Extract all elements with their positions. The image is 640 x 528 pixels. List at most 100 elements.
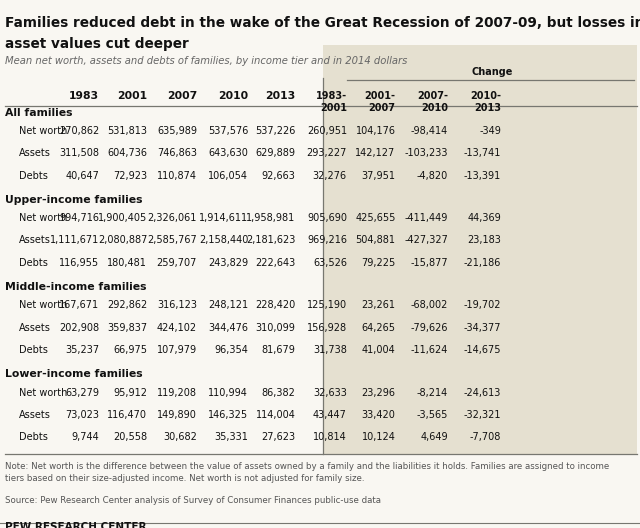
Text: 270,862: 270,862 — [59, 126, 99, 136]
Text: 994,716: 994,716 — [60, 213, 99, 223]
Text: 2,158,440: 2,158,440 — [199, 235, 248, 246]
Text: 44,369: 44,369 — [467, 213, 501, 223]
Text: 95,912: 95,912 — [113, 388, 147, 398]
Text: 504,881: 504,881 — [356, 235, 396, 246]
Text: 31,738: 31,738 — [313, 345, 347, 355]
Text: 92,663: 92,663 — [262, 171, 296, 181]
Text: 86,382: 86,382 — [262, 388, 296, 398]
Text: 35,237: 35,237 — [65, 345, 99, 355]
Text: -103,233: -103,233 — [404, 148, 448, 158]
Text: Mean net worth, assets and debts of families, by income tier and in 2014 dollars: Mean net worth, assets and debts of fami… — [5, 56, 408, 67]
Text: -34,377: -34,377 — [463, 323, 501, 333]
Text: Debts: Debts — [19, 432, 48, 442]
Text: 2001-
2007: 2001- 2007 — [365, 91, 396, 113]
Text: -349: -349 — [479, 126, 501, 136]
Text: -79,626: -79,626 — [410, 323, 448, 333]
Text: 2,181,623: 2,181,623 — [246, 235, 296, 246]
Text: -24,613: -24,613 — [464, 388, 501, 398]
Text: 23,261: 23,261 — [362, 300, 396, 310]
Text: 2,585,767: 2,585,767 — [147, 235, 197, 246]
Text: 114,004: 114,004 — [256, 410, 296, 420]
Text: Assets: Assets — [19, 323, 51, 333]
Text: 180,481: 180,481 — [108, 258, 147, 268]
Text: 116,955: 116,955 — [59, 258, 99, 268]
Text: 110,994: 110,994 — [209, 388, 248, 398]
Text: 35,331: 35,331 — [214, 432, 248, 442]
Text: 156,928: 156,928 — [307, 323, 347, 333]
Text: 23,296: 23,296 — [362, 388, 396, 398]
Text: 79,225: 79,225 — [361, 258, 396, 268]
Text: PEW RESEARCH CENTER: PEW RESEARCH CENTER — [5, 522, 147, 528]
Text: -3,565: -3,565 — [417, 410, 448, 420]
Text: 1983: 1983 — [69, 91, 99, 101]
Text: 40,647: 40,647 — [65, 171, 99, 181]
Text: -13,391: -13,391 — [464, 171, 501, 181]
Text: 20,558: 20,558 — [113, 432, 147, 442]
Text: Lower-income families: Lower-income families — [5, 369, 143, 379]
Text: 228,420: 228,420 — [255, 300, 296, 310]
Text: Assets: Assets — [19, 410, 51, 420]
Text: 10,814: 10,814 — [313, 432, 347, 442]
Text: 116,470: 116,470 — [108, 410, 147, 420]
Text: 66,975: 66,975 — [113, 345, 147, 355]
Text: Middle-income families: Middle-income families — [5, 282, 147, 292]
Text: 167,671: 167,671 — [59, 300, 99, 310]
Text: Net worth: Net worth — [19, 126, 68, 136]
Text: 2001: 2001 — [117, 91, 147, 101]
Text: 106,054: 106,054 — [209, 171, 248, 181]
Text: Debts: Debts — [19, 345, 48, 355]
Text: 260,951: 260,951 — [307, 126, 347, 136]
Text: Debts: Debts — [19, 258, 48, 268]
Text: 149,890: 149,890 — [157, 410, 197, 420]
Text: 316,123: 316,123 — [157, 300, 197, 310]
Text: 1,111,671: 1,111,671 — [50, 235, 99, 246]
Text: 107,979: 107,979 — [157, 345, 197, 355]
Text: 222,643: 222,643 — [255, 258, 296, 268]
Text: 32,276: 32,276 — [313, 171, 347, 181]
Text: 2,326,061: 2,326,061 — [148, 213, 197, 223]
Text: 293,227: 293,227 — [307, 148, 347, 158]
Text: -11,624: -11,624 — [411, 345, 448, 355]
Text: 424,102: 424,102 — [157, 323, 197, 333]
Text: 537,226: 537,226 — [255, 126, 296, 136]
Text: Assets: Assets — [19, 235, 51, 246]
Text: 9,744: 9,744 — [72, 432, 99, 442]
Text: 746,863: 746,863 — [157, 148, 197, 158]
Text: -15,877: -15,877 — [410, 258, 448, 268]
Text: 2013: 2013 — [266, 91, 296, 101]
Text: -98,414: -98,414 — [411, 126, 448, 136]
Text: 629,889: 629,889 — [256, 148, 296, 158]
Text: Net worth: Net worth — [19, 388, 68, 398]
Text: 27,623: 27,623 — [262, 432, 296, 442]
Text: 10,124: 10,124 — [362, 432, 396, 442]
Text: Upper-income families: Upper-income families — [5, 195, 143, 205]
Text: 63,279: 63,279 — [65, 388, 99, 398]
Text: 73,023: 73,023 — [65, 410, 99, 420]
Text: 531,813: 531,813 — [108, 126, 147, 136]
Text: -32,321: -32,321 — [463, 410, 501, 420]
Text: All families: All families — [5, 108, 72, 118]
Text: -8,214: -8,214 — [417, 388, 448, 398]
Text: 63,526: 63,526 — [313, 258, 347, 268]
Text: 643,630: 643,630 — [209, 148, 248, 158]
Text: 604,736: 604,736 — [108, 148, 147, 158]
Text: 2007: 2007 — [167, 91, 197, 101]
Text: 23,183: 23,183 — [467, 235, 501, 246]
Text: Source: Pew Research Center analysis of Survey of Consumer Finances public-use d: Source: Pew Research Center analysis of … — [5, 496, 381, 505]
Text: 635,989: 635,989 — [157, 126, 197, 136]
Text: 43,447: 43,447 — [313, 410, 347, 420]
Text: 72,923: 72,923 — [113, 171, 147, 181]
Text: -427,327: -427,327 — [404, 235, 448, 246]
Text: -68,002: -68,002 — [411, 300, 448, 310]
Text: 1,900,405: 1,900,405 — [98, 213, 147, 223]
Text: 243,829: 243,829 — [208, 258, 248, 268]
Text: 292,862: 292,862 — [107, 300, 147, 310]
Text: 2,080,887: 2,080,887 — [98, 235, 147, 246]
Text: 146,325: 146,325 — [208, 410, 248, 420]
Text: 259,707: 259,707 — [157, 258, 197, 268]
Text: 119,208: 119,208 — [157, 388, 197, 398]
Text: 104,176: 104,176 — [356, 126, 396, 136]
Text: asset values cut deeper: asset values cut deeper — [5, 37, 189, 51]
Text: 1,958,981: 1,958,981 — [246, 213, 296, 223]
Text: 2010: 2010 — [218, 91, 248, 101]
